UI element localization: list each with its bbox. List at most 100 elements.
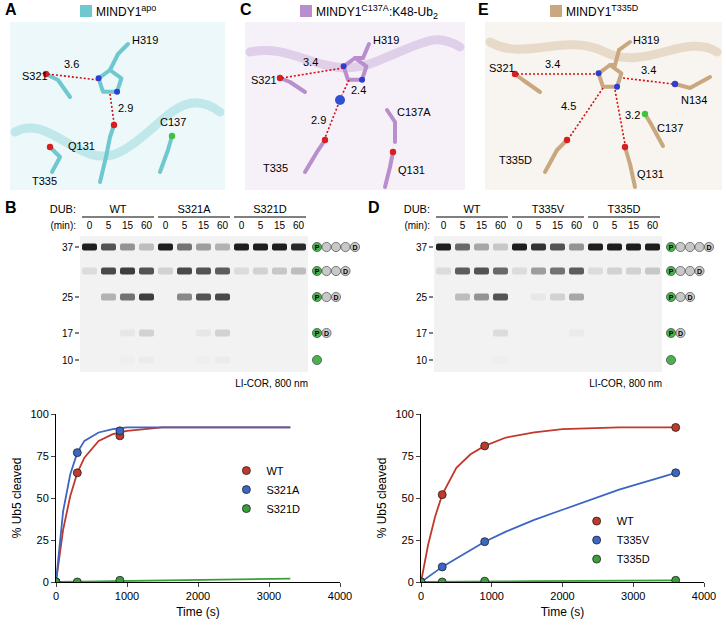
svg-text:C137: C137 [657,122,683,134]
svg-text:100: 100 [30,408,48,420]
svg-text:WT: WT [109,203,126,215]
svg-text:3.6: 3.6 [64,58,79,70]
svg-text:C137A: C137A [397,106,431,118]
svg-text:60: 60 [647,220,659,231]
svg-text:P: P [669,330,674,337]
svg-text:D: D [706,244,711,251]
svg-text:0: 0 [87,220,93,231]
svg-text:D: D [678,330,683,337]
svg-text:25: 25 [37,534,49,546]
svg-text:T335D: T335D [617,553,650,565]
svg-text:17: 17 [416,328,428,339]
svg-text:Time (s): Time (s) [176,605,220,619]
svg-text:WT: WT [463,203,480,215]
svg-text:2000: 2000 [186,590,210,602]
svg-text:4000: 4000 [328,590,352,602]
svg-text:0: 0 [53,590,59,602]
svg-text:P: P [315,268,320,275]
svg-text:3000: 3000 [621,590,645,602]
svg-text:0: 0 [418,590,424,602]
svg-text:0: 0 [163,220,169,231]
svg-text:5: 5 [182,220,188,231]
svg-text:60: 60 [141,220,153,231]
svg-text:T335V: T335V [617,534,650,546]
svg-text:E: E [478,1,489,18]
svg-text:T335D: T335D [607,203,640,215]
svg-text:15: 15 [552,220,564,231]
svg-text:T335: T335 [32,175,57,187]
svg-text:75: 75 [402,450,414,462]
svg-text:(min):: (min): [50,220,76,231]
svg-text:D: D [343,268,348,275]
svg-text:25: 25 [402,534,414,546]
svg-text:H319: H319 [633,34,659,46]
svg-text:0: 0 [593,220,599,231]
svg-text:2.9: 2.9 [311,114,326,126]
svg-text:37: 37 [62,242,74,253]
svg-text:Q131: Q131 [637,168,664,180]
svg-text:D: D [697,268,702,275]
svg-text:5: 5 [612,220,618,231]
svg-text:3.4: 3.4 [641,64,656,76]
svg-text:P: P [669,268,674,275]
svg-text:17: 17 [62,328,74,339]
svg-text:37: 37 [416,242,428,253]
svg-text:15: 15 [198,220,210,231]
svg-text:0: 0 [239,220,245,231]
svg-text:P: P [669,244,674,251]
svg-text:S321D: S321D [253,203,287,215]
svg-text:10: 10 [62,355,74,366]
svg-text:MINDY1apo: MINDY1apo [96,3,156,19]
svg-text:2.4: 2.4 [351,84,366,96]
svg-text:15: 15 [122,220,134,231]
svg-text:60: 60 [293,220,305,231]
svg-text:D: D [687,294,692,301]
svg-text:3.4: 3.4 [545,58,560,70]
svg-text:5: 5 [106,220,112,231]
svg-text:0: 0 [517,220,523,231]
svg-text:B: B [5,199,17,216]
svg-text:DUB:: DUB: [50,203,76,215]
svg-text:100: 100 [395,408,413,420]
svg-text:0: 0 [408,576,414,588]
svg-text:4000: 4000 [692,590,716,602]
svg-text:60: 60 [217,220,229,231]
svg-text:WT: WT [617,515,634,527]
svg-text:0: 0 [441,220,447,231]
svg-text:P: P [669,294,674,301]
svg-text:Q131: Q131 [398,164,425,176]
svg-text:5: 5 [536,220,542,231]
svg-text:S321D: S321D [266,503,300,515]
svg-text:S321: S321 [489,62,515,74]
svg-text:25: 25 [62,292,74,303]
svg-text:H319: H319 [132,34,158,46]
svg-text:15: 15 [274,220,286,231]
svg-text:N134: N134 [681,94,707,106]
svg-text:S321: S321 [22,70,48,82]
svg-text:50: 50 [402,492,414,504]
svg-text:MINDY1T335D: MINDY1T335D [566,3,639,19]
svg-text:4.5: 4.5 [561,100,576,112]
svg-text:60: 60 [495,220,507,231]
svg-text:D: D [368,199,380,216]
svg-text:DUB:: DUB: [404,203,430,215]
svg-text:10: 10 [416,355,428,366]
svg-text:0: 0 [43,576,49,588]
svg-text:5: 5 [460,220,466,231]
svg-text:3000: 3000 [257,590,281,602]
svg-text:T335: T335 [263,162,288,174]
svg-text:LI-COR, 800 nm: LI-COR, 800 nm [235,378,308,389]
svg-text:C137: C137 [160,116,186,128]
svg-text:S321A: S321A [177,203,211,215]
svg-text:(min):: (min): [404,220,430,231]
svg-text:P: P [315,330,320,337]
svg-text:MINDY1C137A:K48-Ub2: MINDY1C137A:K48-Ub2 [316,3,438,21]
svg-text:15: 15 [476,220,488,231]
svg-text:1000: 1000 [115,590,139,602]
svg-text:5: 5 [258,220,264,231]
svg-text:% Ub5 cleaved: % Ub5 cleaved [10,458,24,539]
svg-text:WT: WT [266,465,283,477]
svg-text:25: 25 [416,292,428,303]
svg-text:% Ub5 cleaved: % Ub5 cleaved [375,458,389,539]
svg-text:Time (s): Time (s) [541,605,585,619]
